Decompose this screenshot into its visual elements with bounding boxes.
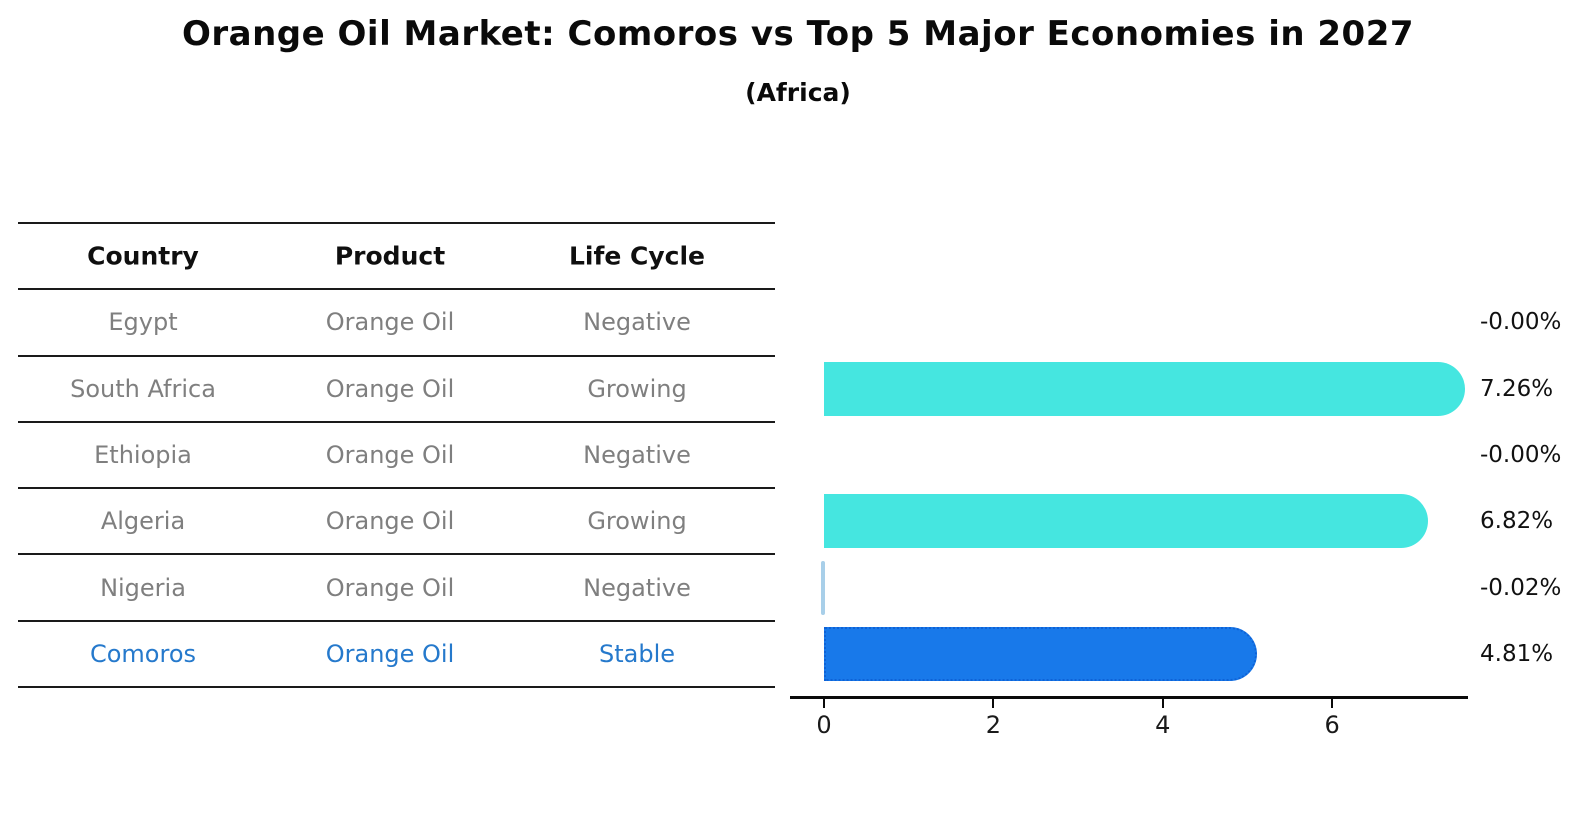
bar-nigeria bbox=[821, 560, 825, 615]
table-cell-life-cycle-ethiopia: Negative bbox=[583, 441, 691, 469]
bar-algeria bbox=[824, 494, 1428, 549]
table-divider-line bbox=[18, 222, 775, 224]
table-divider-line bbox=[18, 288, 775, 291]
value-label-egypt: -0.00% bbox=[1480, 309, 1562, 336]
table-divider-line bbox=[18, 420, 775, 423]
x-axis-tick-label-0: 0 bbox=[816, 711, 832, 739]
x-axis-tick-label-4: 4 bbox=[1155, 711, 1171, 739]
table-cell-life-cycle-south-africa: Growing bbox=[587, 374, 687, 403]
value-label-algeria: 6.82% bbox=[1480, 508, 1554, 535]
bar-comoros bbox=[824, 626, 1258, 681]
figure-title: Orange Oil Market: Comoros vs Top 5 Majo… bbox=[181, 14, 1415, 54]
value-label-nigeria: -0.02% bbox=[1480, 574, 1562, 601]
table-cell-product-ethiopia: Orange Oil bbox=[325, 441, 455, 469]
bar-south-africa bbox=[824, 361, 1465, 416]
x-axis-tick-label-2: 2 bbox=[985, 711, 1002, 739]
table-cell-product-south-africa: Orange Oil bbox=[325, 374, 455, 403]
x-axis-tick-2 bbox=[992, 698, 995, 708]
value-label-ethiopia: -0.00% bbox=[1480, 442, 1562, 468]
table-cell-life-cycle-egypt: Negative bbox=[583, 308, 691, 337]
table-cell-country-nigeria: Nigeria bbox=[100, 573, 186, 602]
table-cell-country-egypt: Egypt bbox=[108, 308, 178, 337]
value-label-south-africa: 7.26% bbox=[1480, 375, 1554, 402]
value-label-comoros: 4.81% bbox=[1480, 640, 1554, 667]
x-axis-tick-label-6: 6 bbox=[1324, 711, 1340, 739]
table-cell-country-ethiopia: Ethiopia bbox=[94, 441, 192, 469]
table-cell-country-algeria: Algeria bbox=[100, 507, 186, 536]
table-cell-product-comoros: Orange Oil bbox=[325, 639, 455, 668]
table-cell-country-south-africa: South Africa bbox=[70, 374, 216, 403]
table-cell-life-cycle-algeria: Growing bbox=[587, 507, 687, 536]
table-cell-country-comoros: Comoros bbox=[89, 639, 197, 668]
table-header-product: Product bbox=[334, 241, 446, 271]
figure-subtitle: (Africa) bbox=[745, 78, 851, 107]
table-divider-line bbox=[18, 619, 775, 622]
table-cell-product-nigeria: Orange Oil bbox=[325, 573, 455, 602]
table-header-life-cycle: Life Cycle bbox=[568, 241, 706, 271]
table-divider-line bbox=[18, 487, 775, 490]
x-axis-tick-6 bbox=[1331, 698, 1334, 708]
x-axis-tick-4 bbox=[1161, 698, 1164, 708]
x-axis-tick-0 bbox=[823, 698, 825, 708]
table-cell-life-cycle-comoros: Stable bbox=[598, 639, 676, 668]
table-header-country: Country bbox=[87, 241, 199, 271]
table-divider-line bbox=[18, 354, 775, 357]
table-cell-product-algeria: Orange Oil bbox=[325, 507, 455, 536]
table-cell-life-cycle-nigeria: Negative bbox=[583, 573, 691, 602]
x-axis-line bbox=[790, 696, 1468, 699]
table-divider-line bbox=[18, 686, 775, 688]
table-cell-product-egypt: Orange Oil bbox=[325, 308, 455, 337]
table-divider-line bbox=[18, 553, 775, 556]
